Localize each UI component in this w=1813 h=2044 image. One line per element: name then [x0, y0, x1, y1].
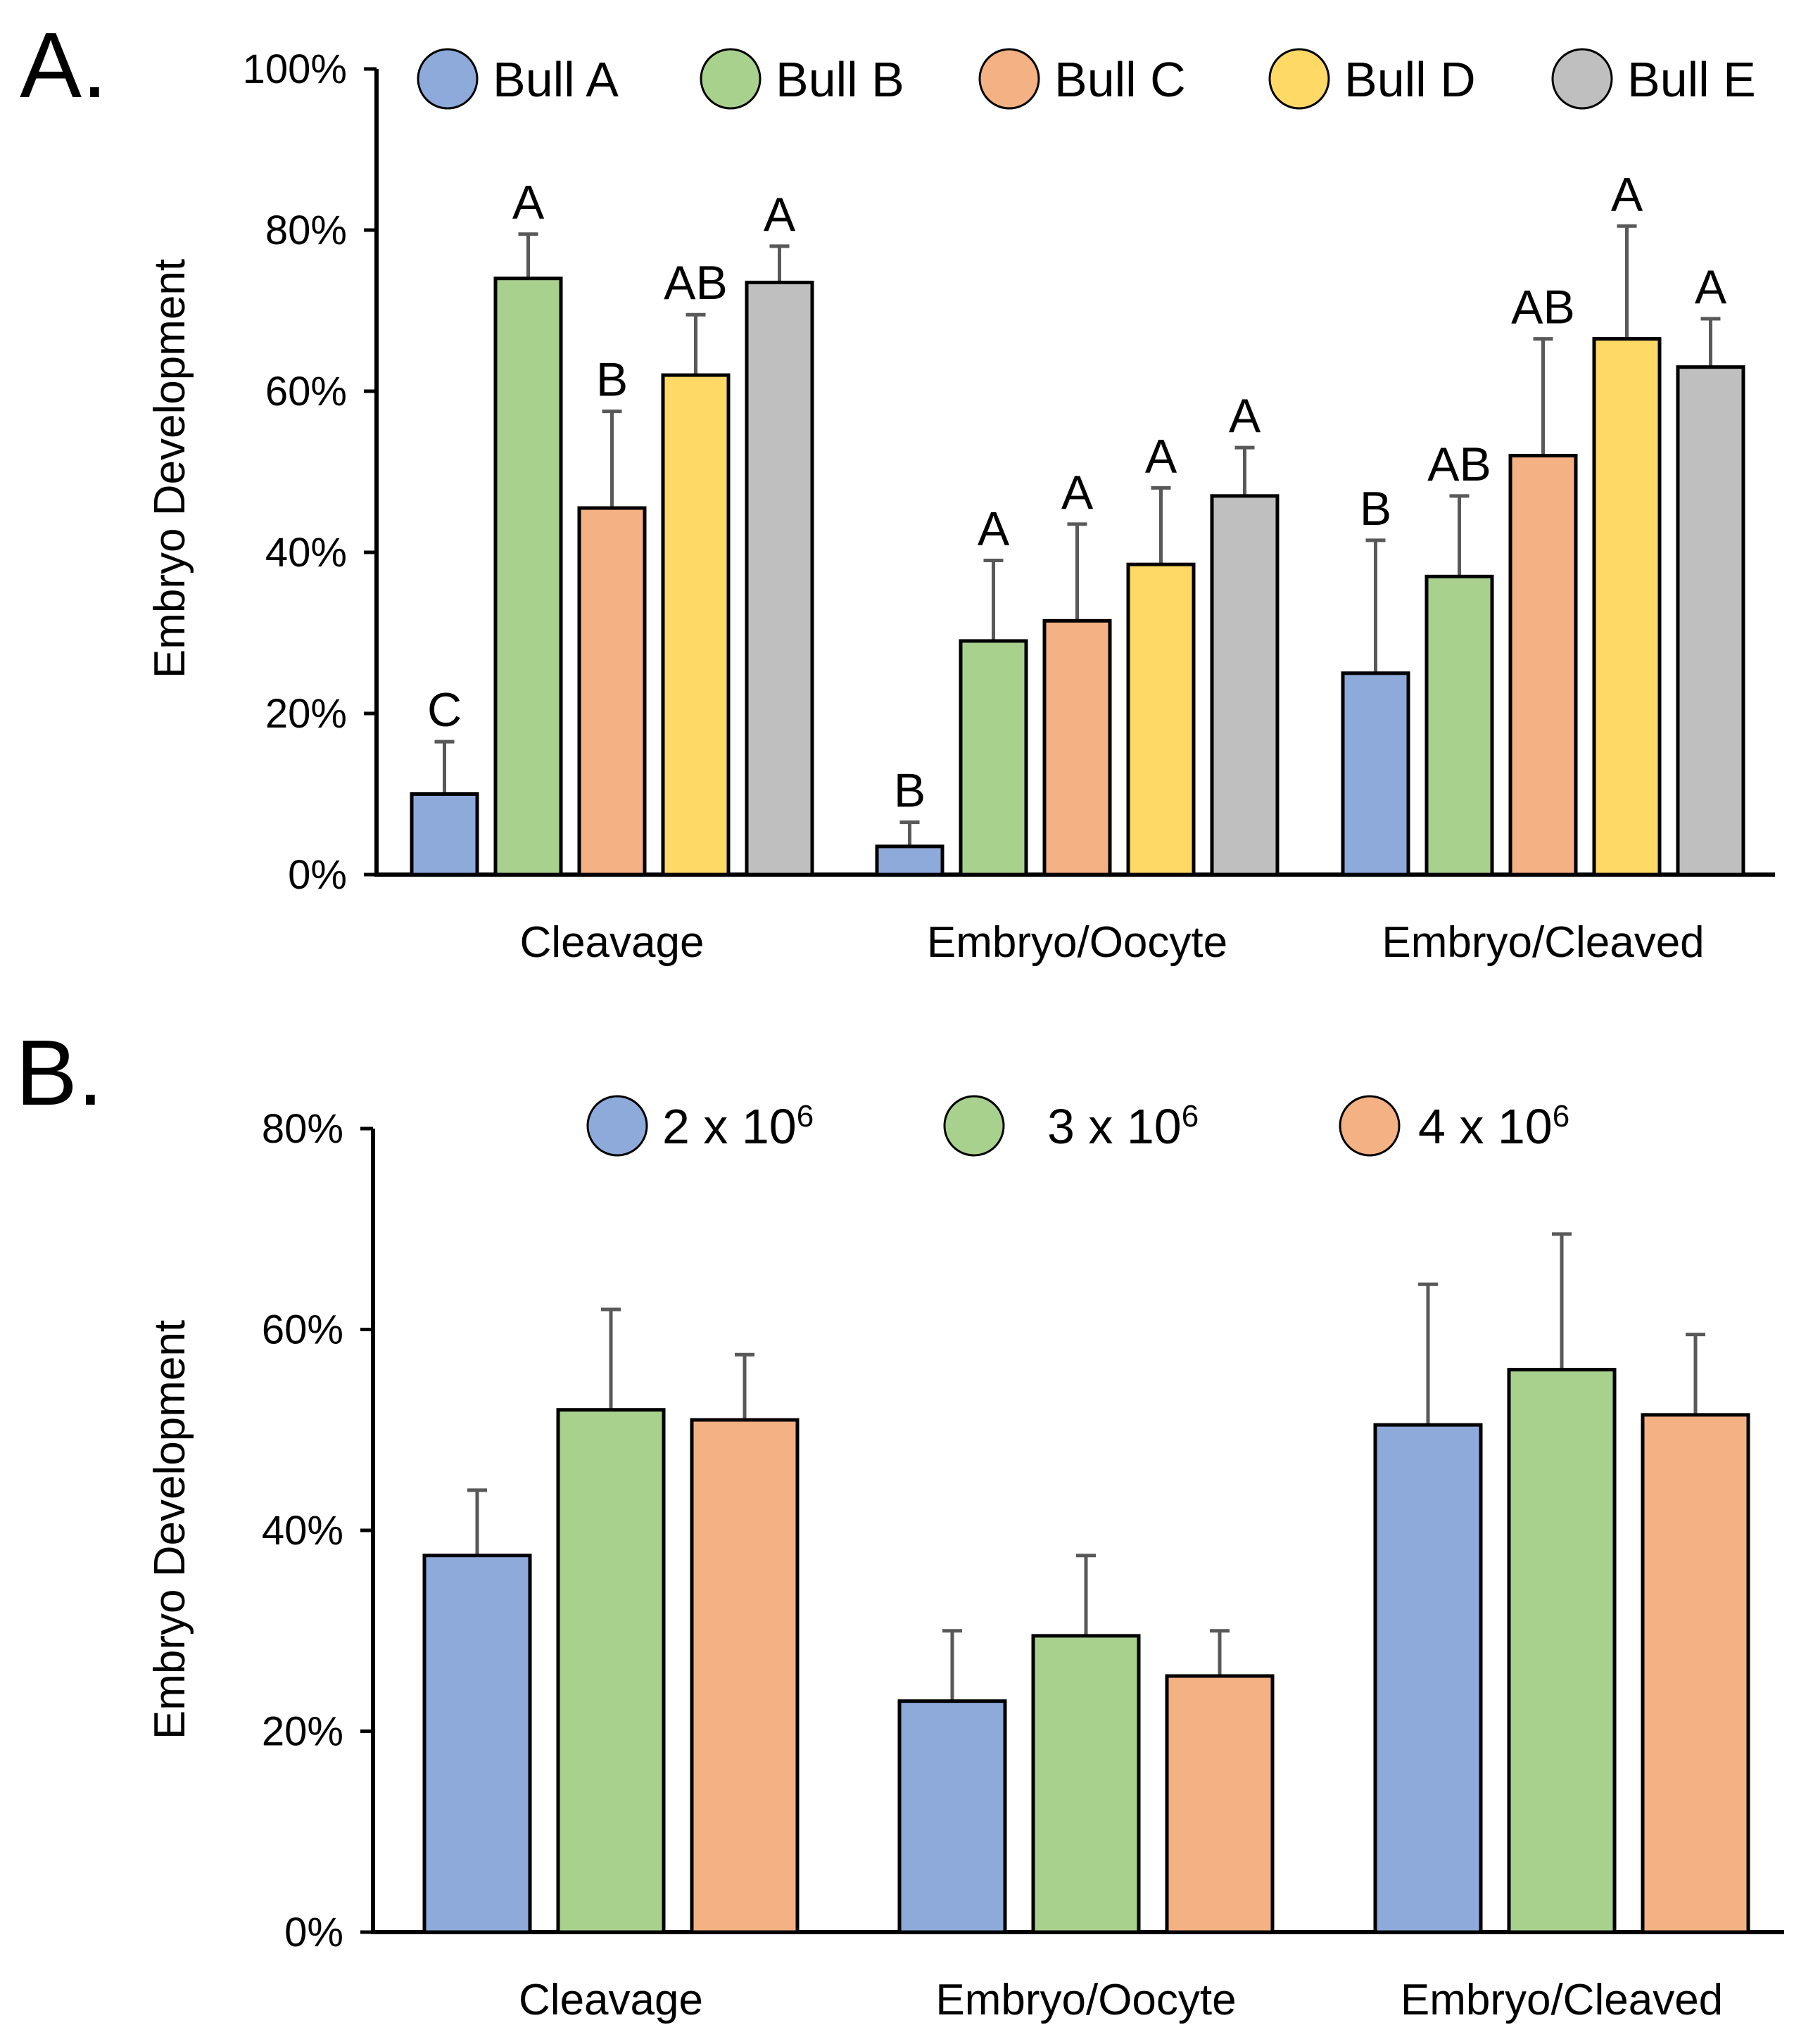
bar: [1165, 1674, 1275, 1934]
significance-letter: B: [894, 764, 926, 818]
bar: [1592, 337, 1662, 877]
bar: [875, 844, 945, 877]
legend-marker: [417, 48, 479, 110]
x-tick-label: Cleavage: [519, 1976, 703, 2024]
significance-letter: A: [512, 176, 545, 229]
bar: [690, 1418, 800, 1934]
bar: [897, 1699, 1007, 1934]
y-tick-label: 20%: [265, 691, 347, 737]
significance-letter: A: [1061, 466, 1094, 519]
legend-label-text: 3 x 10: [1047, 1099, 1182, 1154]
chart-panel-b: B. 0% 20% 40% 60% 80% Embryo Development Cleava…: [15, 1021, 1784, 2024]
bar: [1126, 562, 1196, 877]
x-tick-label: Embryo/Oocyte: [935, 1976, 1236, 2024]
significance-letter: AB: [1427, 438, 1491, 491]
y-tick-label: 80%: [265, 208, 347, 253]
legend-label: Bull C: [1054, 52, 1186, 107]
significance-letter: B: [1360, 482, 1391, 535]
significance-letter: A: [978, 502, 1010, 555]
bar: [1641, 1413, 1750, 1934]
legend-label: 3 x 106: [1047, 1099, 1199, 1154]
bar: [959, 639, 1028, 877]
bar: [1341, 671, 1410, 877]
significance-letter: A: [1611, 167, 1643, 221]
legend: 2 x 106 3 x 106 4 x 106: [586, 1095, 1569, 1157]
legend-label: Bull D: [1344, 52, 1476, 107]
bar: [1676, 365, 1745, 877]
significance-letter: AB: [664, 256, 728, 310]
legend-label-text: Bull A: [493, 52, 619, 107]
bar: [1210, 494, 1280, 877]
legend-marker: [1339, 1095, 1401, 1157]
y-axis-title: Embryo Development: [146, 1320, 194, 1739]
y-tick-label: 80%: [262, 1106, 343, 1152]
significance-letter: A: [1229, 389, 1261, 443]
significance-letter: A: [1145, 429, 1177, 483]
bar: [1424, 574, 1494, 877]
y-tick-label: 0%: [288, 852, 347, 898]
legend-marker: [943, 1095, 1005, 1157]
significance-letter: B: [596, 353, 628, 407]
legend-label-text: 2 x 10: [662, 1099, 797, 1154]
x-tick-label: Cleavage: [520, 918, 705, 967]
legend-marker: [1551, 48, 1613, 110]
legend-marker: [1268, 48, 1330, 110]
bar: [1031, 1634, 1141, 1934]
y-tick-label: 60%: [262, 1307, 343, 1353]
legend-label: 2 x 106: [662, 1099, 814, 1154]
bar: [410, 792, 479, 877]
legend-marker: [700, 48, 762, 110]
y-tick-label: 100%: [243, 46, 347, 92]
legend-label-exponent: 6: [1553, 1099, 1569, 1134]
panel-label: B.: [15, 1021, 103, 1124]
significance-letter: AB: [1511, 281, 1575, 334]
legend-label: Bull E: [1627, 52, 1756, 107]
x-tick-label: Embryo/Oocyte: [927, 918, 1227, 967]
bar: [1042, 618, 1112, 877]
legend-label-text: 4 x 10: [1418, 1099, 1553, 1154]
legend-label-exponent: 6: [797, 1099, 814, 1134]
x-tick-label: Embryo/Cleaved: [1382, 918, 1704, 967]
y-tick-label: 0%: [284, 1910, 343, 1955]
legend: Bull A Bull B Bull C Bull D Bull E: [417, 48, 1756, 110]
legend-label-text: Bull C: [1054, 52, 1186, 107]
bar: [556, 1408, 666, 1934]
legend-label: Bull A: [493, 52, 619, 107]
bar: [661, 373, 731, 877]
x-tick-label: Embryo/Cleaved: [1401, 1976, 1723, 2024]
chart-panel-a: A. 0% 20% 40% 60% 80% 100% Embryo Development C A…: [20, 13, 1775, 967]
bar: [1373, 1423, 1483, 1934]
y-axis-title: Embryo Development: [146, 259, 194, 678]
bar: [1507, 1368, 1617, 1934]
legend-marker: [586, 1095, 648, 1157]
bar: [1508, 454, 1578, 877]
panel-label: A.: [20, 13, 108, 117]
y-tick-label: 40%: [262, 1508, 343, 1554]
significance-letter: C: [427, 683, 462, 737]
legend-marker: [978, 48, 1040, 110]
y-tick-label: 60%: [265, 369, 347, 414]
bar: [493, 277, 563, 877]
significance-letter: A: [764, 188, 796, 241]
bar: [745, 280, 814, 877]
y-tick-label: 40%: [265, 530, 347, 576]
legend-label: Bull B: [776, 52, 904, 107]
legend-label-exponent: 6: [1182, 1099, 1199, 1134]
legend-label-text: Bull D: [1344, 52, 1476, 107]
legend-label: 4 x 106: [1418, 1099, 1569, 1154]
bar: [577, 506, 647, 877]
legend-label-text: Bull E: [1627, 52, 1756, 107]
bar: [422, 1554, 532, 1934]
significance-letter: A: [1695, 260, 1727, 314]
legend-label-text: Bull B: [776, 52, 904, 107]
y-tick-label: 20%: [262, 1709, 343, 1755]
